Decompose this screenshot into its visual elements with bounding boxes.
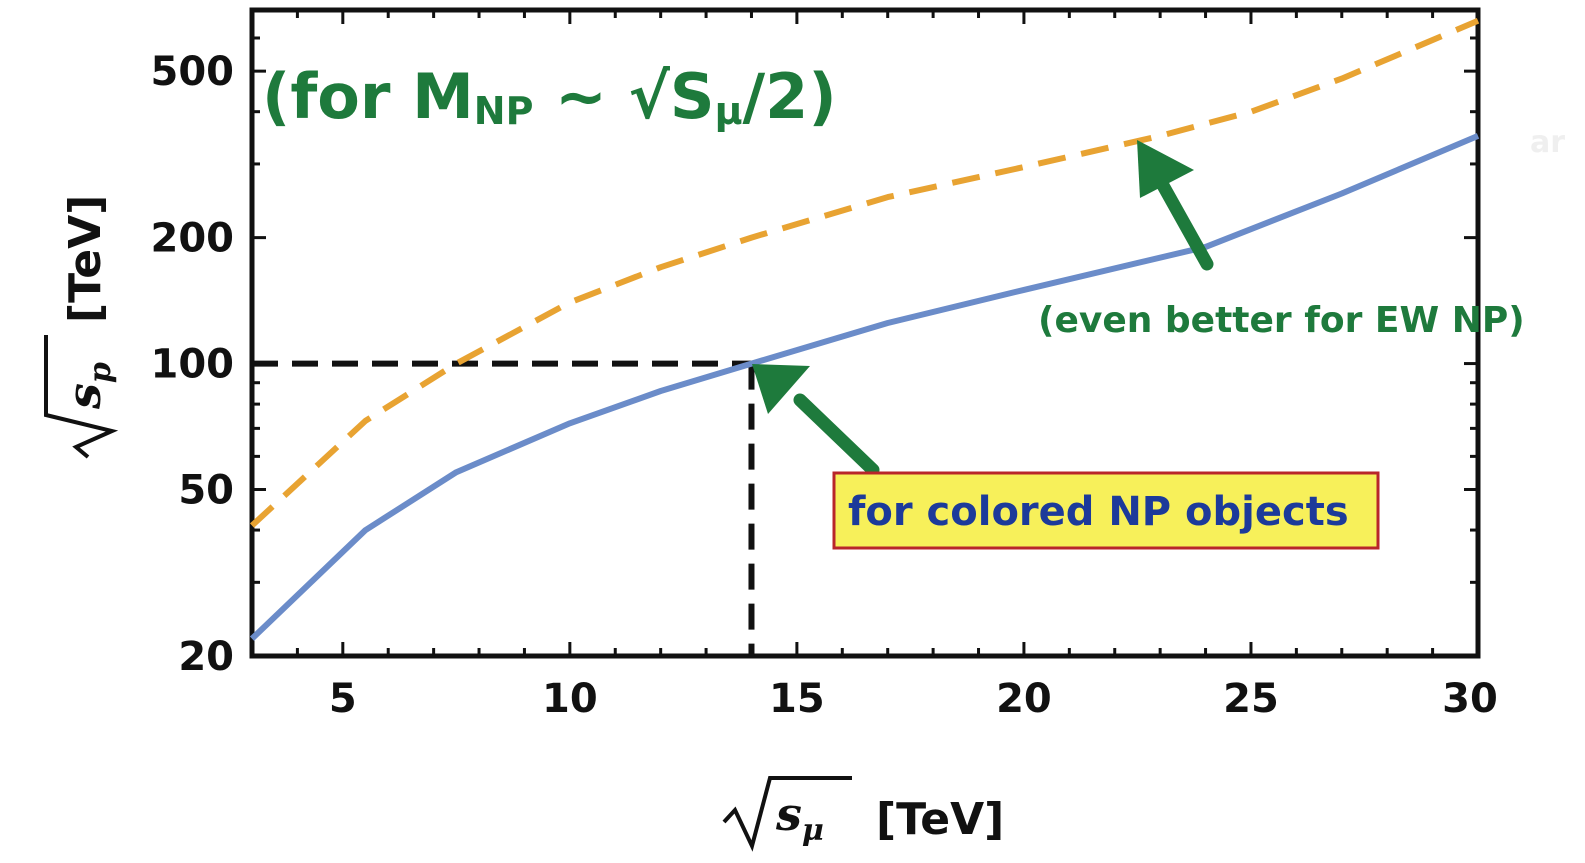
x-tick-labels: 5 10 15 20 25 30 <box>329 676 1498 722</box>
series-line-solid <box>249 133 1480 641</box>
y-axis-label: sp [TeV] <box>44 195 119 459</box>
y-tick-label: 50 <box>178 468 234 514</box>
x-axis-label: sμ [TeV] <box>722 776 1004 852</box>
series-line-dashed <box>249 17 1480 528</box>
ghost-text: ar <box>1530 125 1565 160</box>
chart-title: (for MNP ~ √Sμ/2) <box>262 60 837 133</box>
x-tick-label: 25 <box>1223 676 1279 722</box>
y-tick-label: 20 <box>178 634 234 680</box>
y-axis-var: sp <box>57 362 118 410</box>
x-tick-label: 15 <box>769 676 825 722</box>
x-tick-label: 10 <box>542 676 598 722</box>
reference-lines <box>252 360 755 656</box>
x-axis-var: sμ <box>775 787 824 848</box>
x-tick-label: 30 <box>1442 676 1498 722</box>
y-tick-label: 200 <box>151 216 235 262</box>
colored-annotation: for colored NP objects <box>848 489 1349 535</box>
series-layer <box>249 17 1480 641</box>
ew-arrow <box>1137 140 1214 271</box>
x-sqrt-symbol <box>722 776 852 852</box>
y-tick-label: 100 <box>151 342 235 388</box>
tick-marks <box>252 8 1478 658</box>
ew-annotation: (even better for EW NP) <box>1038 300 1525 341</box>
y-tick-label: 500 <box>151 49 235 95</box>
colored-annotation-box <box>832 471 1380 550</box>
y-sqrt-symbol <box>44 335 119 459</box>
plot-frame <box>249 7 1481 659</box>
colored-arrow <box>752 364 880 477</box>
y-tick-labels: 20 50 100 200 500 <box>151 49 235 680</box>
x-tick-label: 20 <box>996 676 1052 722</box>
x-tick-label: 5 <box>329 676 357 722</box>
x-axis-unit: [TeV] <box>876 794 1004 845</box>
y-axis-unit: [TeV] <box>60 195 111 323</box>
